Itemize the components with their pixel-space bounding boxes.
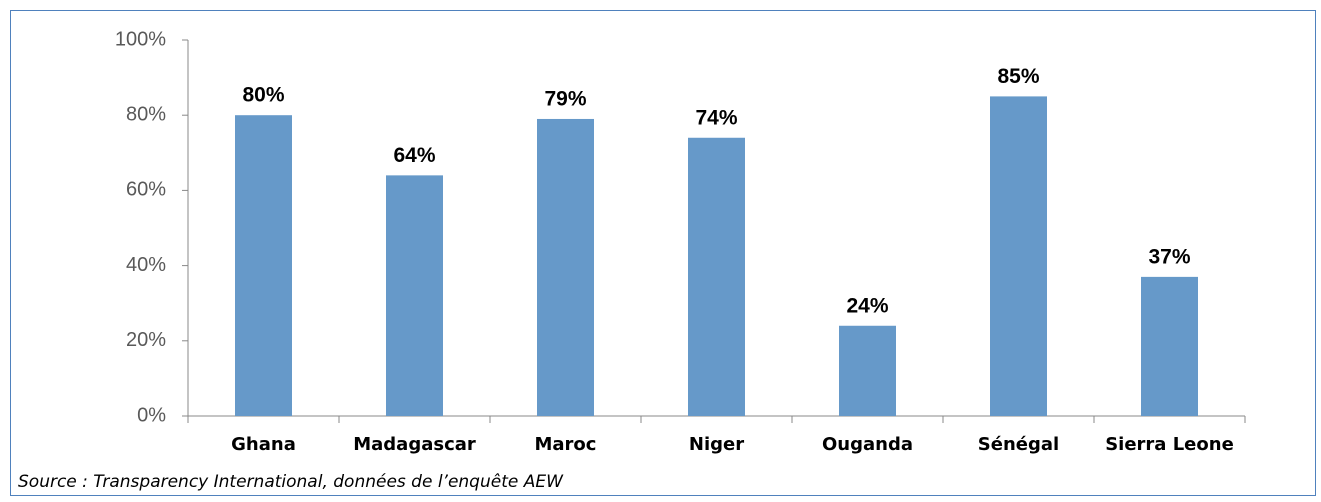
value-label: 79% xyxy=(544,88,586,111)
bar xyxy=(688,137,745,416)
value-label: 80% xyxy=(242,84,284,107)
y-tick-label: 20% xyxy=(126,329,166,351)
bar xyxy=(990,96,1047,417)
source-note: Source : Transparency International, don… xyxy=(18,472,564,492)
value-label: 24% xyxy=(846,294,888,317)
frame xyxy=(10,10,1316,496)
value-label: 64% xyxy=(393,144,435,167)
value-label: 74% xyxy=(695,106,737,129)
bar xyxy=(537,118,594,417)
y-tick-label: 100% xyxy=(115,28,166,50)
x-tick-label: Ghana xyxy=(231,434,296,455)
x-tick-label: Maroc xyxy=(535,434,597,455)
x-tick-label: Sénégal xyxy=(978,434,1059,455)
y-tick-label: 60% xyxy=(126,179,166,201)
bar xyxy=(839,325,896,416)
y-tick-label: 0% xyxy=(137,404,166,426)
bar xyxy=(1141,276,1198,416)
y-tick-label: 80% xyxy=(126,103,166,125)
x-tick-label: Sierra Leone xyxy=(1105,434,1234,455)
x-tick-label: Madagascar xyxy=(353,434,476,455)
y-tick-label: 40% xyxy=(126,254,166,276)
value-label: 85% xyxy=(997,65,1039,88)
bar xyxy=(386,175,443,416)
bar xyxy=(235,115,292,416)
x-tick-label: Ouganda xyxy=(822,434,913,455)
x-tick-label: Niger xyxy=(689,434,744,455)
value-label: 37% xyxy=(1148,245,1190,268)
